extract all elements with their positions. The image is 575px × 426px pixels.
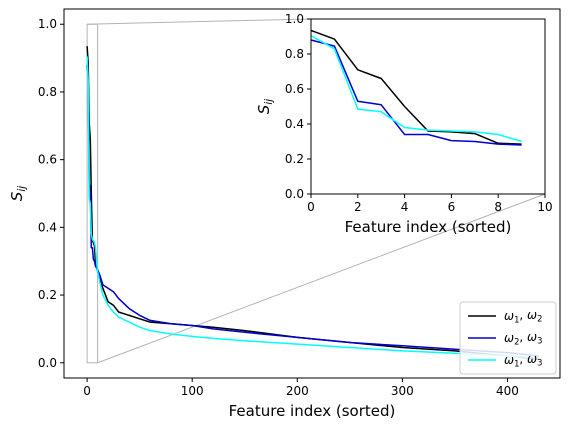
inset-axes: 0 2 4 6 8 10 0.0 0.2 0.4 0.6 0.8 1.0 Feature index … xyxy=(255,12,553,236)
inset-y-tick-label: 0.8 xyxy=(285,47,304,61)
inset-x-tick-label: 10 xyxy=(537,200,552,214)
inset-x-axis-label: Feature index (sorted) xyxy=(345,218,512,236)
inset-ticks: 0 2 4 6 8 10 0.0 0.2 0.4 0.6 0.8 1.0 xyxy=(285,12,553,214)
inset-x-tick-label: 0 xyxy=(307,200,315,214)
legend-entry-2: ω2​, ω3​ xyxy=(504,330,542,347)
main-y-tick-label: 1.0 xyxy=(38,17,57,31)
main-ticks: 0 100 200 300 400 0.0 0.2 0.4 0.6 0.8 1.0 xyxy=(38,17,519,398)
main-y-tick-label: 0.8 xyxy=(38,85,57,99)
main-x-tick-label: 100 xyxy=(181,384,204,398)
inset-series-line-2 xyxy=(310,39,522,146)
legend-entry-1: ω1​, ω2​ xyxy=(504,308,542,325)
legend-entry-3: ω1​, ω3​ xyxy=(504,352,542,369)
zoom-connector-top xyxy=(87,18,312,25)
inset-series-line-1 xyxy=(310,29,522,145)
legend: ω1​, ω2​ ω2​, ω3​ ω1​, ω3​ xyxy=(459,301,557,375)
inset-y-axis-label: Sij xyxy=(255,99,275,114)
main-plot-area xyxy=(86,46,540,361)
main-series-line-2 xyxy=(86,64,540,357)
inset-y-tick-label: 0.2 xyxy=(285,152,304,166)
main-x-tick-label: 200 xyxy=(286,384,309,398)
main-x-tick-label: 300 xyxy=(391,384,414,398)
main-series-line-3 xyxy=(86,56,540,359)
inset-y-tick-label: 0.0 xyxy=(285,187,304,201)
inset-x-tick-label: 4 xyxy=(401,200,409,214)
main-y-tick-label: 0.4 xyxy=(38,220,57,234)
main-y-tick-label: 0.6 xyxy=(38,153,57,167)
main-x-tick-label: 0 xyxy=(83,384,91,398)
inset-x-tick-label: 6 xyxy=(448,200,456,214)
legend-box xyxy=(459,301,557,375)
inset-y-tick-label: 0.4 xyxy=(285,117,304,131)
inset-series-line-3 xyxy=(310,34,522,143)
inset-plot-area xyxy=(310,29,522,146)
inset-x-tick-label: 2 xyxy=(354,200,362,214)
inset-y-tick-label: 1.0 xyxy=(285,12,304,26)
main-x-axis-label: Feature index (sorted) xyxy=(229,402,396,420)
main-x-tick-label: 400 xyxy=(496,384,519,398)
main-y-tick-label: 0.0 xyxy=(38,356,57,370)
inset-x-tick-label: 8 xyxy=(494,200,502,214)
main-axes-frame xyxy=(63,8,561,379)
inset-axes-frame xyxy=(310,18,546,195)
inset-background xyxy=(311,19,545,194)
main-y-tick-label: 0.2 xyxy=(38,288,57,302)
main-y-axis-label: Sij xyxy=(8,186,28,201)
inset-y-tick-label: 0.6 xyxy=(285,82,304,96)
